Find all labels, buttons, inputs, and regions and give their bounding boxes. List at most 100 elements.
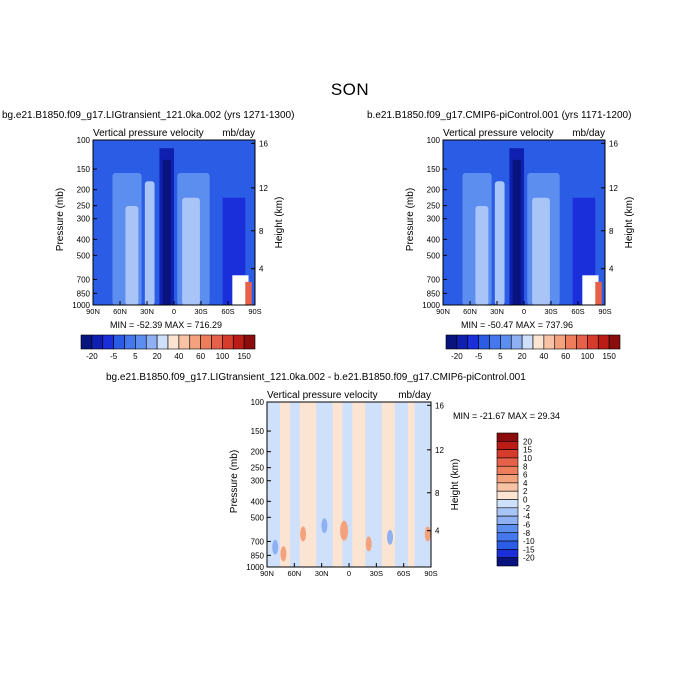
colorbar-swatch	[156, 334, 169, 350]
subtitle-right: mb/day	[222, 128, 255, 139]
colorbar-label: 8	[523, 462, 528, 471]
field-band	[125, 206, 139, 305]
surface-patch	[232, 275, 249, 305]
colorbar-label: 60	[196, 352, 205, 361]
colorbar-label: -6	[523, 520, 531, 529]
colorbar-swatch	[496, 524, 519, 534]
panel-1-title: bg.e21.B1850.f09_g17.LIGtransient_121.0k…	[2, 110, 295, 121]
colorbar-swatch	[554, 334, 566, 350]
x-tick-label: 0	[522, 307, 526, 316]
colorbar-swatch	[496, 532, 519, 542]
anomaly-blob	[424, 526, 431, 542]
x-tick-label: 90N	[86, 307, 100, 316]
panel-2: Vertical pressure velocity mb/day 100 150 20…	[405, 128, 635, 316]
x-tick-label: 0	[172, 307, 176, 316]
y2-tick-label: 12	[259, 184, 268, 193]
colorbar-swatch	[189, 334, 201, 350]
colorbar-swatch	[496, 507, 519, 517]
colorbar-swatch	[496, 474, 519, 484]
colorbar-swatch	[521, 334, 534, 350]
colorbar-swatch	[496, 540, 519, 550]
colorbar-label: 150	[602, 352, 616, 361]
y-tick-label: 250	[251, 464, 265, 473]
colorbar-label: 20	[523, 437, 532, 446]
y-tick-label: 700	[251, 537, 265, 546]
colorbar-label: -4	[523, 512, 531, 521]
colorbar-label: 100	[581, 352, 595, 361]
x-tick-label: 90N	[436, 307, 450, 316]
y-tick-label: 300	[427, 215, 441, 224]
anomaly-blob	[280, 546, 287, 562]
x-tick-label: 0	[347, 569, 351, 578]
colorbar-label: 40	[539, 352, 548, 361]
colorbar-swatch	[467, 334, 479, 350]
y2-axis-label: Height (km)	[450, 459, 461, 511]
anomaly-blob	[300, 526, 307, 542]
colorbar-swatch	[496, 457, 519, 467]
colorbar-swatch	[532, 334, 545, 350]
y-axis-label: Pressure (mb)	[405, 188, 416, 251]
y2-tick-label: 4	[435, 527, 440, 536]
colorbar-swatch	[496, 482, 519, 492]
colorbar-label: 60	[561, 352, 570, 361]
subtitle-right: mb/day	[572, 128, 605, 139]
anomaly-blob	[340, 520, 349, 541]
y-tick-label: 100	[427, 136, 441, 145]
colorbar-swatch	[445, 334, 458, 350]
colorbar-label: 20	[518, 352, 527, 361]
x-tick-label: 30S	[544, 307, 557, 316]
surface-red	[595, 281, 602, 305]
y-tick-label: 400	[251, 497, 265, 506]
y-tick-label: 500	[77, 251, 91, 260]
field-band	[182, 197, 200, 305]
colorbar-swatch	[543, 334, 556, 350]
colorbar-swatch	[496, 515, 519, 525]
x-tick-label: 90N	[260, 569, 274, 578]
figure-title: SON	[330, 80, 370, 99]
positive-stripe	[381, 402, 395, 567]
colorbar-label: -5	[475, 352, 483, 361]
itcz-core	[162, 159, 171, 305]
y2-tick-label: 4	[609, 265, 614, 274]
colorbar-swatch	[243, 334, 256, 350]
colorbar-swatch	[496, 465, 519, 475]
positive-stripe	[408, 402, 415, 567]
panel-1-stats: MIN = -52.39 MAX = 716.29	[110, 320, 223, 330]
y-tick-label: 150	[251, 427, 265, 436]
colorbar-swatch	[102, 334, 114, 350]
anomaly-blob	[387, 529, 393, 545]
colorbar-2: -20 -5 5 20 40 60 100 150	[445, 334, 621, 361]
colorbar-swatch	[496, 449, 519, 459]
colorbar-label: -20	[523, 554, 535, 563]
colorbar-swatch	[608, 334, 621, 350]
colorbar-swatch	[91, 334, 104, 350]
colorbar-swatch	[124, 334, 136, 350]
y2-tick-label: 12	[609, 184, 618, 193]
y-axis-label: Pressure (mb)	[229, 450, 240, 513]
colorbar-label: -8	[523, 529, 531, 538]
x-tick-label: 60S	[221, 307, 234, 316]
y2-tick-label: 8	[609, 227, 614, 236]
x-tick-label: 60N	[287, 569, 301, 578]
y-tick-label: 300	[251, 477, 265, 486]
colorbar-swatch	[222, 334, 234, 350]
colorbar-label: -2	[523, 504, 531, 513]
subtitle-right: mb/day	[398, 390, 431, 401]
positive-stripe	[332, 402, 343, 567]
x-tick-label: 30N	[490, 307, 504, 316]
positive-stripe	[352, 402, 366, 567]
positive-stripe	[280, 402, 290, 567]
y-tick-label: 100	[77, 136, 91, 145]
itcz-core	[512, 159, 521, 305]
colorbar-swatch	[211, 334, 223, 350]
colorbar-swatch	[145, 334, 158, 350]
colorbar-swatch	[496, 490, 519, 500]
colorbar-swatch	[496, 499, 519, 509]
colorbar-label: 6	[523, 471, 528, 480]
x-tick-label: 30S	[370, 569, 383, 578]
subtitle-left: Vertical pressure velocity	[443, 128, 554, 139]
colorbar-swatch	[587, 334, 599, 350]
colorbar-swatch	[167, 334, 180, 350]
subtitle-left: Vertical pressure velocity	[267, 390, 378, 401]
